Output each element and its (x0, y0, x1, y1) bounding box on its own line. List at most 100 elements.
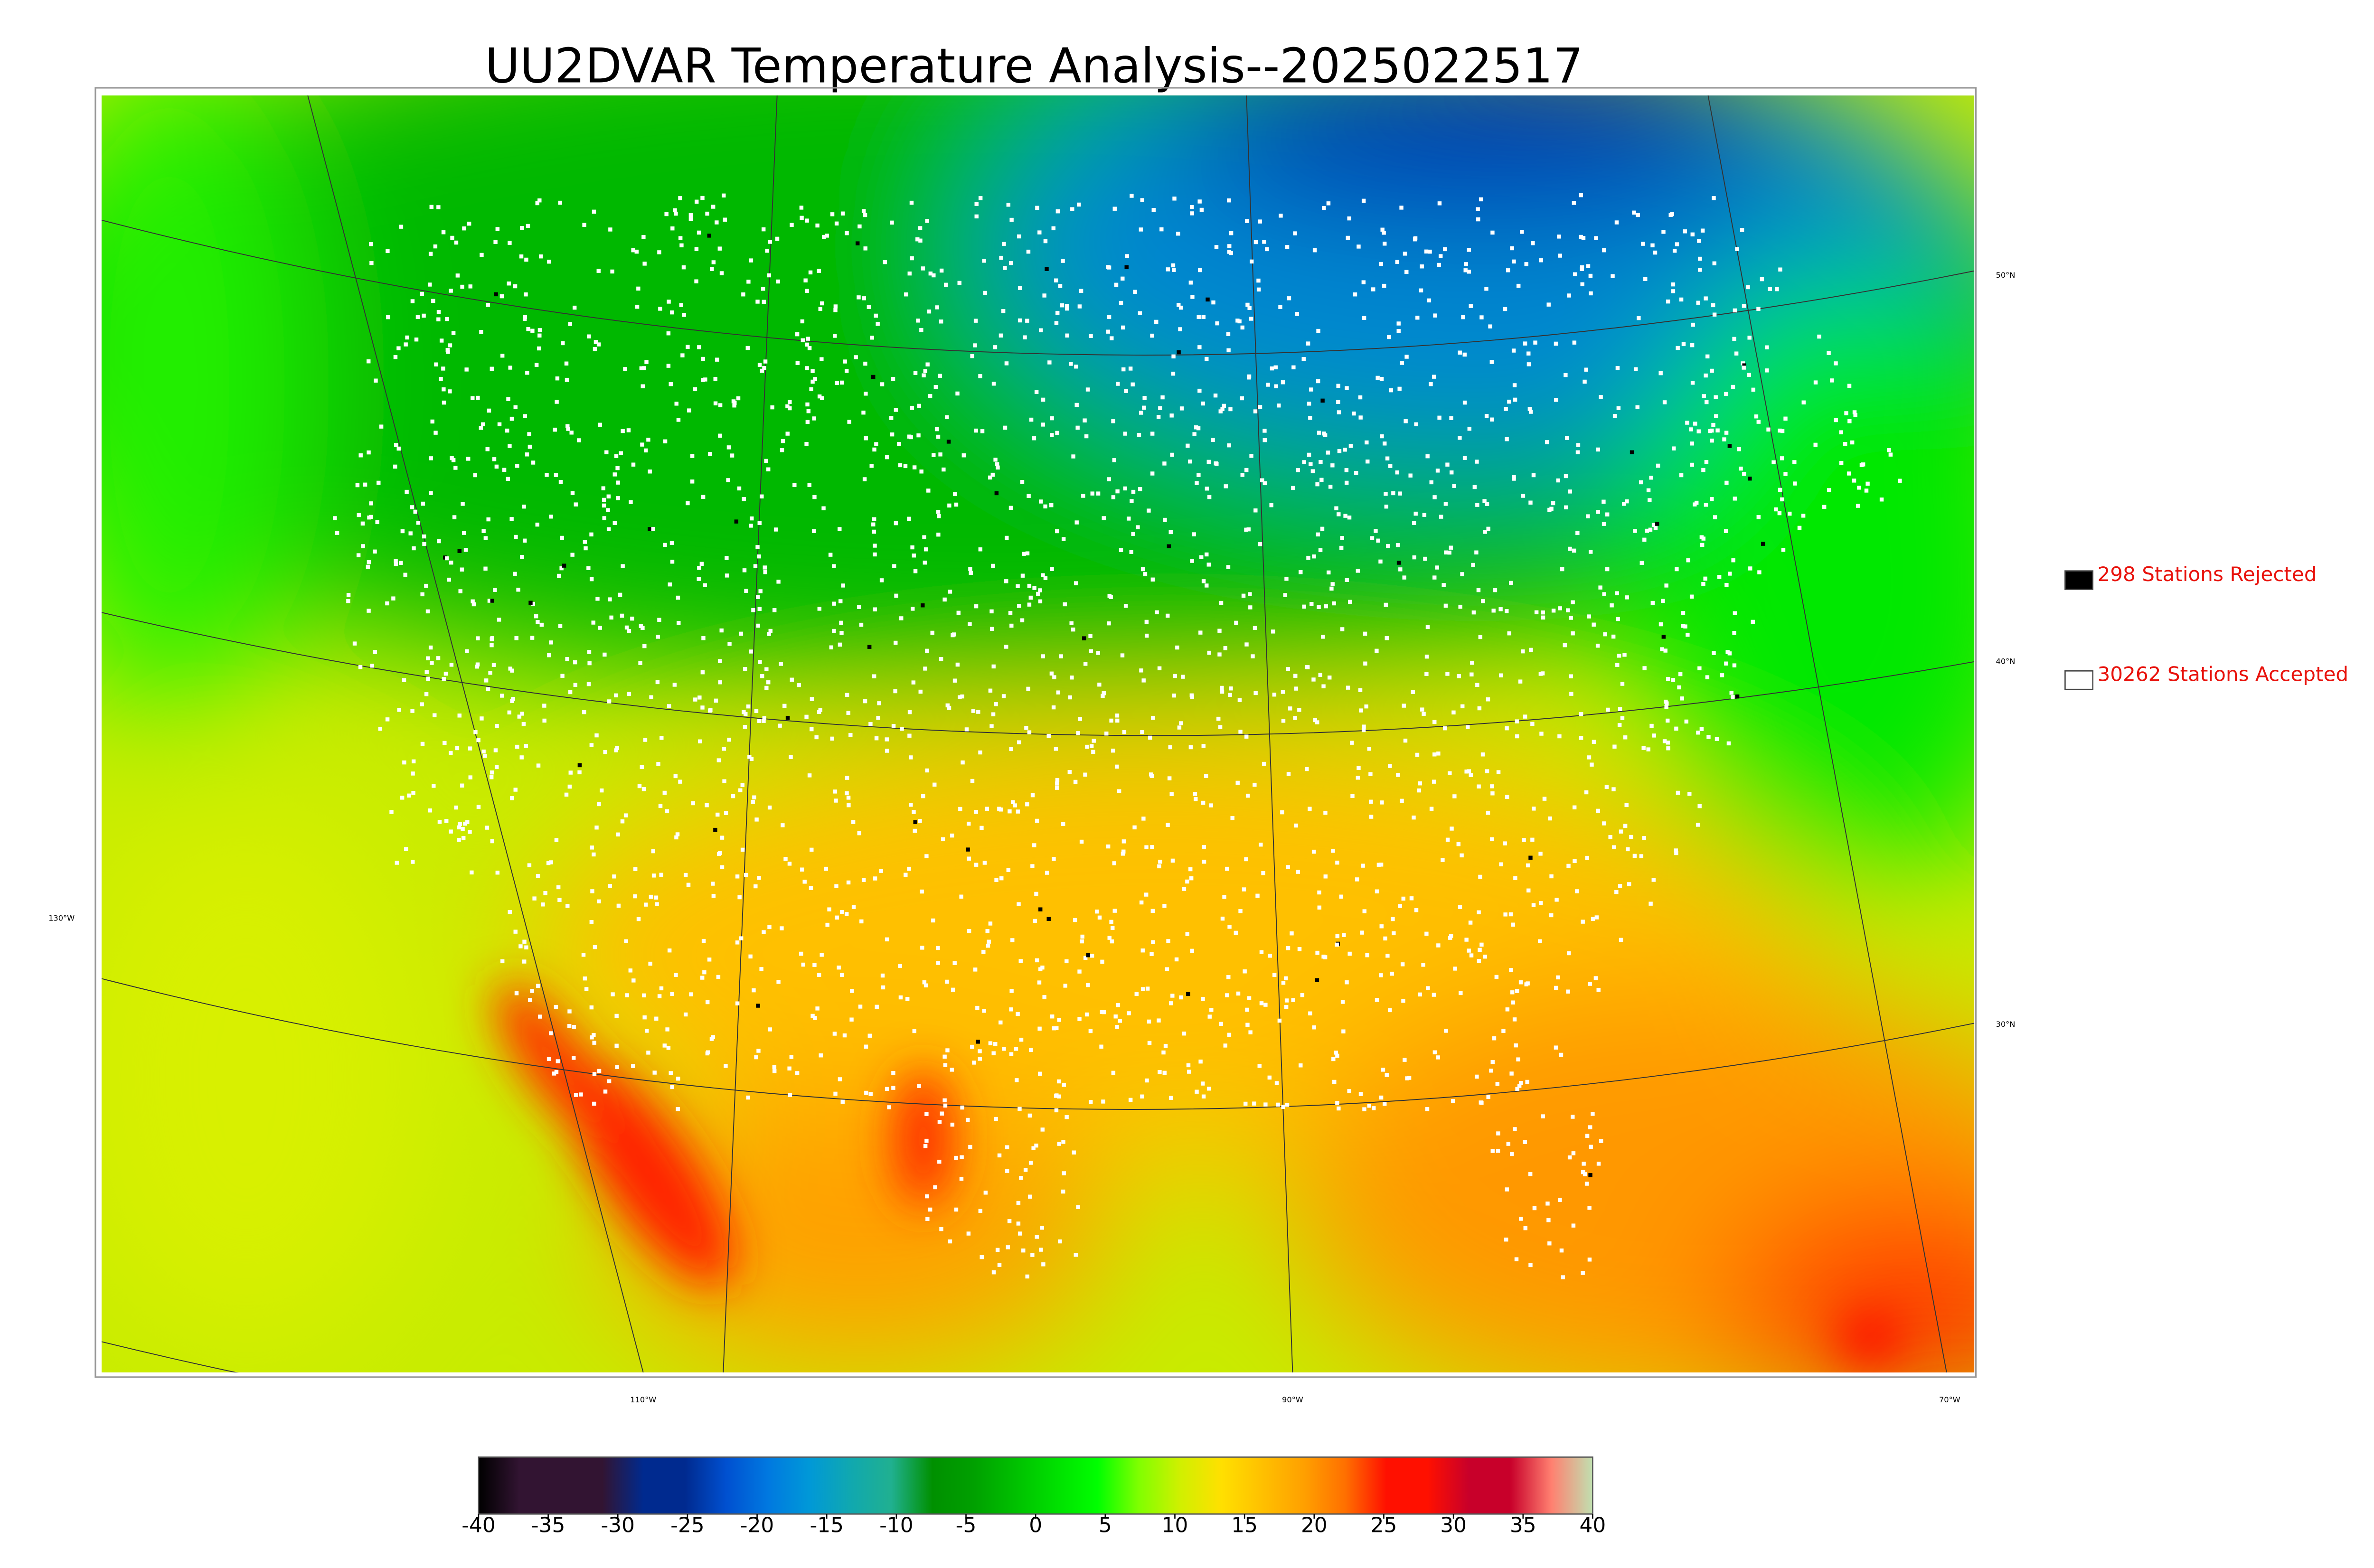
station-dot (1238, 909, 1243, 913)
station-dot (592, 1072, 597, 1076)
station-dot (1843, 442, 1847, 446)
station-dot (1414, 422, 1418, 426)
station-dot (1332, 1080, 1337, 1084)
station-dot (1249, 317, 1253, 321)
station-dot (1549, 874, 1554, 879)
station-dot (1149, 772, 1153, 777)
station-dot (1131, 489, 1136, 494)
station-dot (1328, 485, 1333, 489)
station-dot (1558, 606, 1562, 610)
station-dot (1445, 672, 1450, 676)
station-dot (1286, 865, 1290, 869)
station-dot (465, 649, 469, 654)
station-dot (1025, 1274, 1029, 1279)
station-dot (1588, 550, 1593, 554)
station-dot (1715, 428, 1720, 432)
station-dot (780, 448, 784, 452)
station-dot (1432, 495, 1437, 499)
station-dot (490, 599, 495, 603)
station-dot (1074, 520, 1079, 525)
station-dot (461, 826, 465, 831)
station-dot (1559, 1052, 1564, 1057)
station-dot (1627, 882, 1631, 886)
station-dot (894, 408, 898, 412)
station-dot (1646, 488, 1651, 493)
station-dot (1150, 333, 1154, 338)
station-dot (1185, 879, 1189, 884)
station-dot (1077, 969, 1082, 974)
station-dot (1106, 329, 1111, 334)
station-dot (1049, 433, 1054, 437)
station-dot (1366, 459, 1370, 464)
station-dot (1026, 686, 1030, 691)
station-dot (527, 863, 532, 867)
station-dot (1395, 470, 1400, 475)
station-dot (1532, 1206, 1537, 1211)
station-dot (1526, 888, 1531, 892)
station-dot (1142, 405, 1146, 410)
station-dot (839, 380, 844, 385)
station-dot (411, 771, 415, 776)
station-dot (1566, 989, 1570, 994)
station-dot (476, 805, 481, 809)
station-dot (1168, 530, 1173, 535)
station-dot (936, 509, 941, 514)
station-dot (1649, 723, 1654, 728)
station-dot (1063, 984, 1067, 988)
station-dot (1395, 260, 1400, 264)
station-dot (925, 648, 929, 653)
station-dot (1538, 939, 1542, 943)
station-dot (897, 442, 901, 446)
station-dot (1201, 579, 1206, 583)
station-dot (1491, 609, 1496, 613)
station-dot (642, 993, 646, 998)
station-dot (590, 845, 594, 850)
station-dot (1611, 634, 1616, 639)
station-dot (1228, 407, 1233, 412)
station-dot (1464, 262, 1468, 266)
station-dot (827, 907, 831, 911)
station-dot (945, 1048, 950, 1052)
station-dot (649, 894, 653, 899)
station-dot (950, 1122, 955, 1127)
station-dot (817, 710, 821, 714)
station-dot (361, 544, 365, 548)
lon-label: 90°W (1282, 1395, 1303, 1404)
station-dot (832, 629, 836, 633)
station-dot (480, 253, 484, 257)
station-dot (1170, 858, 1175, 863)
station-dot (1523, 714, 1527, 719)
station-dot (412, 546, 416, 551)
station-dot (1660, 647, 1664, 651)
station-dot (788, 400, 792, 404)
station-dot (925, 362, 930, 366)
station-dot (486, 303, 490, 307)
station-dot (565, 657, 569, 661)
station-dot (812, 495, 817, 499)
station-dot (912, 1029, 917, 1033)
station-dot (928, 271, 933, 276)
station-dot (1157, 1018, 1161, 1023)
station-dot (743, 725, 747, 729)
station-dot (518, 944, 523, 948)
station-dot (490, 839, 495, 844)
station-dot (1140, 948, 1145, 953)
station-dot (1649, 476, 1653, 480)
station-dot (910, 545, 914, 550)
station-dot (1244, 857, 1248, 862)
station-dot (674, 835, 678, 840)
station-dot (521, 722, 526, 726)
station-dot (1437, 201, 1442, 206)
station-dot (921, 603, 925, 608)
station-dot (1686, 632, 1690, 637)
station-dot (713, 376, 717, 381)
station-dot (923, 547, 928, 552)
station-dot (1645, 528, 1649, 533)
colorbar-tick-label: -20 (740, 1513, 774, 1537)
station-dot (1561, 1275, 1565, 1279)
station-dot (1381, 1068, 1385, 1072)
station-dot (1731, 558, 1735, 563)
station-dot (1345, 980, 1349, 985)
station-dot (1388, 764, 1392, 768)
